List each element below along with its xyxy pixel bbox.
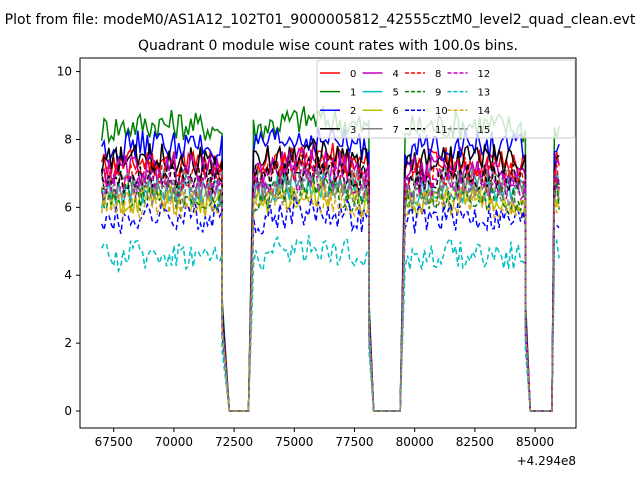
x-tick-label: 67500 — [95, 435, 133, 449]
x-tick-label: 70000 — [155, 435, 193, 449]
legend-label-14: 14 — [478, 106, 491, 117]
legend-label-7: 7 — [393, 125, 399, 136]
legend-label-15: 15 — [478, 125, 491, 136]
legend-label-2: 2 — [350, 106, 356, 117]
x-tick-label: 85000 — [516, 435, 554, 449]
y-tick-label: 0 — [64, 404, 72, 418]
chart-title: Quadrant 0 module wise count rates with … — [138, 38, 518, 54]
x-axis-offset-label: +4.294e8 — [517, 454, 576, 468]
legend-label-1: 1 — [350, 88, 356, 99]
plot-area-frame — [79, 57, 577, 429]
x-tick-label: 82500 — [456, 435, 494, 449]
legend-label-11: 11 — [435, 125, 448, 136]
legend-label-4: 4 — [393, 69, 399, 80]
figure-suptitle: Plot from file: modeM0/AS1A12_102T01_900… — [5, 12, 636, 28]
series-line-13 — [101, 234, 560, 412]
series-line-9 — [100, 175, 560, 412]
y-tick-label: 4 — [64, 268, 72, 282]
legend-label-8: 8 — [435, 69, 441, 80]
legend-box — [316, 59, 576, 139]
series-line-2 — [101, 127, 560, 412]
legend-label-13: 13 — [478, 88, 491, 99]
x-tick-label: 75000 — [275, 435, 313, 449]
legend-label-9: 9 — [435, 88, 441, 99]
series-line-10 — [101, 196, 560, 412]
series-line-5 — [100, 170, 560, 412]
legend-label-6: 6 — [393, 106, 399, 117]
legend-label-5: 5 — [393, 88, 399, 99]
y-tick-label: 8 — [64, 132, 72, 146]
legend-label-0: 0 — [350, 69, 356, 80]
y-tick-label: 2 — [64, 336, 72, 350]
legend-label-12: 12 — [478, 69, 491, 80]
y-tick-label: 10 — [57, 65, 72, 79]
x-tick-label: 77500 — [335, 435, 373, 449]
legend-label-3: 3 — [350, 125, 356, 136]
x-tick-label: 72500 — [215, 435, 253, 449]
legend-label-10: 10 — [435, 106, 448, 117]
series-line-14 — [100, 183, 560, 412]
x-tick-label: 80000 — [396, 435, 434, 449]
y-tick-label: 6 — [64, 200, 72, 214]
